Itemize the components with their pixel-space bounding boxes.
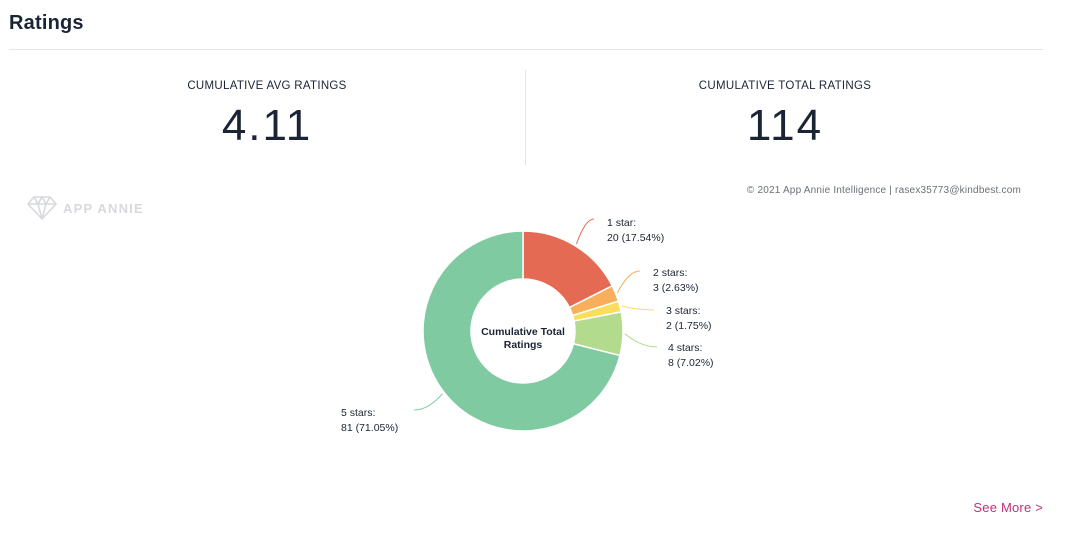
slice-label-1-star: 1 star: 20 (17.54%): [607, 216, 664, 246]
title-divider: [9, 49, 1043, 50]
slice-label-name: 3 stars:: [666, 305, 701, 317]
app-annie-watermark: APP ANNIE: [27, 195, 144, 221]
slice-label-value: 81 (71.05%): [341, 422, 399, 434]
donut-slice-5-star[interactable]: [422, 230, 621, 432]
slice-label-value: 2 (1.75%): [666, 320, 712, 332]
slice-label-name: 5 stars:: [341, 407, 376, 419]
avg-ratings-value: 4.11: [221, 101, 313, 150]
donut-center-label: Cumulative Total Ratings: [481, 326, 565, 351]
page-title: Ratings: [9, 12, 84, 34]
total-ratings-label: CUMULATIVE TOTAL RATINGS: [698, 80, 872, 92]
leader-line-1-star: [575, 218, 595, 245]
see-more-link[interactable]: See More >: [973, 500, 1043, 515]
slice-label-name: 1 star:: [607, 217, 637, 229]
slice-label-name: 4 stars:: [668, 342, 703, 354]
slice-label-value: 3 (2.63%): [653, 282, 699, 294]
leader-line-4-star: [624, 333, 658, 348]
slice-label-name: 2 stars:: [653, 267, 688, 279]
slice-label-value: 8 (7.02%): [668, 357, 714, 369]
stat-divider: [525, 70, 526, 165]
leader-line-2-star: [617, 270, 641, 293]
slice-label-4-star: 4 stars: 8 (7.02%): [668, 341, 714, 371]
total-ratings-value: 114: [746, 101, 824, 150]
slice-label-3-star: 3 stars: 2 (1.75%): [666, 304, 712, 334]
slice-label-5-star: 5 stars: 81 (71.05%): [341, 406, 398, 436]
avg-ratings-label: CUMULATIVE AVG RATINGS: [187, 80, 347, 92]
slice-label-value: 20 (17.54%): [607, 232, 665, 244]
total-ratings-stat: CUMULATIVE TOTAL RATINGS 114: [585, 78, 985, 150]
leader-line-5-star: [413, 393, 443, 411]
diamond-logo-icon: [27, 196, 57, 220]
avg-ratings-stat: CUMULATIVE AVG RATINGS 4.11: [67, 78, 467, 150]
slice-label-2-star: 2 stars: 3 (2.63%): [653, 266, 699, 296]
leader-line-3-star: [621, 305, 655, 311]
watermark-text: APP ANNIE: [63, 200, 144, 216]
chart-copyright: © 2021 App Annie Intelligence | rasex357…: [746, 185, 1021, 196]
